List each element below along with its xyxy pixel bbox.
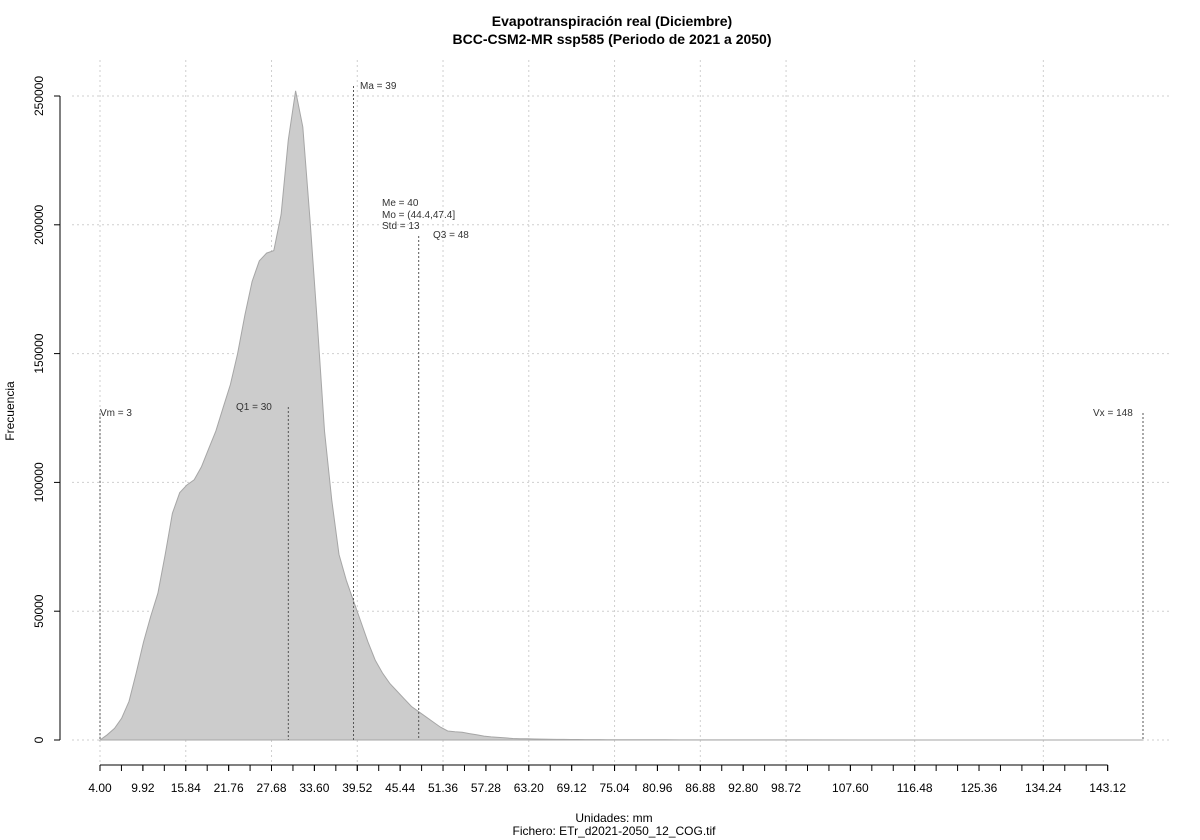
- q3-label: Q3 = 48: [433, 230, 469, 241]
- x-tick-label: 75.04: [600, 781, 630, 795]
- x-axis: 4.00 9.92 15.84 21.76 27.68 33.60 39.52 45.44 51…: [88, 764, 1126, 795]
- y-tick-label: 0: [32, 736, 46, 743]
- x-tick-label: 143.12: [1089, 781, 1126, 795]
- x-tick-label: 98.72: [771, 781, 801, 795]
- x-tick-label: 134.24: [1025, 781, 1062, 795]
- x-tick-label: 9.92: [131, 781, 155, 795]
- x-tick-label: 86.88: [685, 781, 715, 795]
- x-tick-label: 45.44: [385, 781, 415, 795]
- x-tick-label: 21.76: [214, 781, 244, 795]
- chart-title: Evapotranspiración real (Diciembre): [492, 13, 732, 29]
- q1-label: Q1 = 30: [236, 402, 272, 413]
- x-tick-label: 92.80: [728, 781, 758, 795]
- y-axis-label: Frecuencia: [3, 381, 17, 441]
- x-tick-label: 69.12: [557, 781, 587, 795]
- x-axis-label: Unidades: mm: [575, 811, 652, 825]
- x-tick-label: 57.28: [471, 781, 501, 795]
- me-label: Me = 40: [382, 198, 419, 209]
- x-tick-label: 80.96: [642, 781, 672, 795]
- x-tick-label: 15.84: [171, 781, 201, 795]
- chart-subtitle: BCC-CSM2-MR ssp585 (Periodo de 2021 a 20…: [453, 31, 772, 47]
- x-tick-label: 107.60: [832, 781, 869, 795]
- y-axis: 0 50000 100000 150000 200000 250000: [32, 76, 61, 743]
- x-tick-label: 63.20: [514, 781, 544, 795]
- vx-label: Vx = 148: [1093, 408, 1133, 419]
- mo-label: Mo = (44.4,47.4]: [382, 210, 455, 221]
- x-tick-label: 4.00: [88, 781, 112, 795]
- stat-lines: [99, 86, 1144, 740]
- y-tick-label: 50000: [32, 594, 46, 628]
- y-tick-label: 100000: [32, 462, 46, 502]
- x-tick-label: 51.36: [428, 781, 458, 795]
- y-tick-label: 250000: [32, 76, 46, 116]
- x-tick-label: 39.52: [342, 781, 372, 795]
- x-tick-label: 125.36: [961, 781, 998, 795]
- x-tick-label: 27.68: [256, 781, 286, 795]
- file-name: Fichero: ETr_d2021-2050_12_COG.tif: [513, 824, 717, 838]
- x-tick-label: 116.48: [897, 781, 933, 795]
- y-tick-label: 200000: [32, 204, 46, 244]
- x-tick-label: 33.60: [299, 781, 329, 795]
- std-label: Std = 13: [382, 221, 420, 232]
- vm-label: Vm = 3: [100, 408, 132, 419]
- y-tick-label: 150000: [32, 333, 46, 373]
- ma-label: Ma = 39: [360, 81, 397, 92]
- density-area: [98, 90, 1143, 741]
